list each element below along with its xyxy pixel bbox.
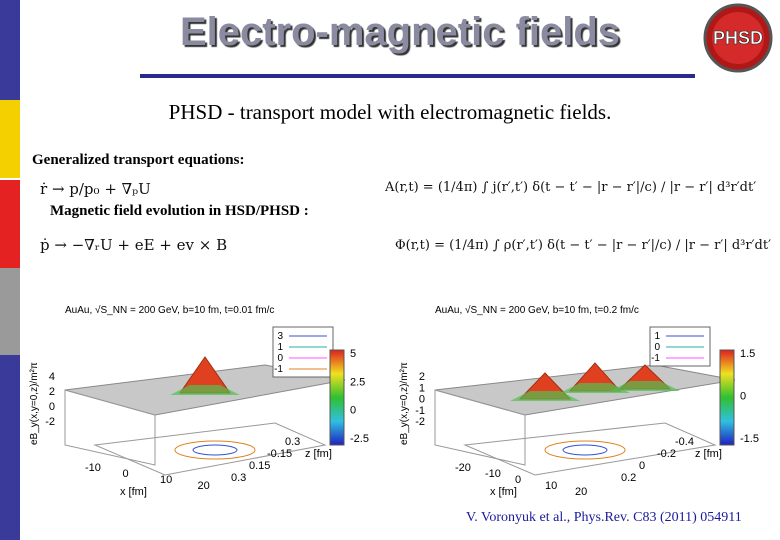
logo-text: PHSD [713, 28, 763, 48]
side-bar [0, 180, 20, 268]
colorbar-label: 2.5 [350, 376, 365, 388]
tick-label: 20 [575, 486, 587, 498]
section-heading: Magnetic field evolution in HSD/PHSD : [50, 203, 309, 219]
equation: ṙ → p/p₀ + ∇ₚU [40, 180, 151, 198]
surface-back [64, 389, 156, 466]
colorbar-label: 1.5 [740, 348, 755, 360]
axis-label: x [fm] [490, 486, 517, 498]
tick-label: 0 [49, 401, 55, 413]
tick-label: 4 [49, 371, 55, 383]
equation: ṗ → −∇ᵣU + eE + ev × B [40, 236, 228, 254]
colorbar [329, 349, 345, 446]
contour [562, 444, 608, 456]
subtitle: PHSD - transport model with electromagne… [168, 100, 612, 124]
contour [192, 444, 238, 456]
slide-title: Electro-magnetic fields [179, 10, 621, 54]
colorbar [719, 349, 735, 446]
tick-label: -2 [45, 416, 55, 428]
axis-label: eB_y(x,y=0,z)/m²π [29, 362, 40, 445]
legend-label: 1 [654, 331, 660, 342]
peak-base [170, 385, 240, 395]
axis-label: z [fm] [695, 448, 722, 460]
side-bar [0, 0, 20, 100]
side-bar [0, 268, 20, 355]
plot: AuAu, √S_NN = 200 GeV, b=10 fm, t=0.01 f… [29, 304, 369, 498]
equation: Φ(r,t) = (1/4π) ∫ ρ(r′,t′) δ(t − t′ − |r… [395, 238, 772, 253]
legend-label: 0 [277, 353, 283, 364]
tick-label: 0.15 [249, 460, 270, 472]
contour [174, 440, 256, 460]
legend-label: -1 [651, 353, 660, 364]
tick-label: 0 [419, 394, 425, 406]
colorbar-label: 0 [740, 391, 746, 403]
plot-heading: AuAu, √S_NN = 200 GeV, b=10 fm, t=0.2 fm… [435, 304, 639, 316]
legend-label: 3 [277, 331, 283, 342]
tick-label: 2 [49, 386, 55, 398]
contour [544, 440, 626, 460]
equation: A(r,t) = (1/4π) ∫ j(r′,t′) δ(t − t′ − |r… [385, 180, 757, 195]
floor [93, 422, 327, 476]
side-bar [0, 355, 20, 540]
legend-label: -1 [274, 364, 283, 375]
tick-label: 0 [123, 468, 129, 480]
tick-label: -0.4 [675, 436, 694, 448]
floor [463, 422, 717, 476]
tick-label: 0.2 [621, 472, 636, 484]
axis-label: x [fm] [120, 486, 147, 498]
tick-label: -20 [455, 462, 471, 474]
axis-label: eB_y(x,y=0,z)/m²π [399, 362, 410, 445]
colorbar-label: 5 [350, 348, 356, 360]
side-bar [0, 100, 20, 178]
tick-label: 0.3 [231, 472, 246, 484]
plot: AuAu, √S_NN = 200 GeV, b=10 fm, t=0.2 fm… [399, 304, 759, 498]
logo: PHSD [703, 3, 773, 73]
section-heading: Generalized transport equations: [32, 152, 245, 168]
tick-label: -2 [415, 416, 425, 428]
tick-label: 10 [545, 480, 557, 492]
tick-label: 2 [419, 371, 425, 383]
tick-label: -10 [85, 462, 101, 474]
colorbar-label: -2.5 [350, 433, 369, 445]
axis-label: z [fm] [305, 448, 332, 460]
tick-label: 0 [515, 474, 521, 486]
colorbar-label: -1.5 [740, 433, 759, 445]
title-rule [140, 74, 695, 78]
tick-label: 20 [198, 480, 210, 492]
tick-label: -0.2 [657, 448, 676, 460]
tick-label: -1 [415, 405, 425, 417]
tick-label: -10 [485, 468, 501, 480]
legend-label: 1 [277, 342, 283, 353]
citation: V. Voronyuk et al., Phys.Rev. C83 (2011)… [466, 510, 742, 525]
tick-label: -0.15 [267, 448, 292, 460]
surface-back [434, 389, 526, 466]
colorbar-label: 0 [350, 405, 356, 417]
tick-label: 10 [160, 474, 172, 486]
tick-label: 0 [639, 460, 645, 472]
peak-base [610, 381, 680, 391]
plot-heading: AuAu, √S_NN = 200 GeV, b=10 fm, t=0.01 f… [65, 304, 274, 316]
tick-label: 1 [419, 382, 425, 394]
tick-label: 0.3 [285, 436, 300, 448]
peak-base [510, 391, 580, 401]
legend-label: 0 [654, 342, 660, 353]
